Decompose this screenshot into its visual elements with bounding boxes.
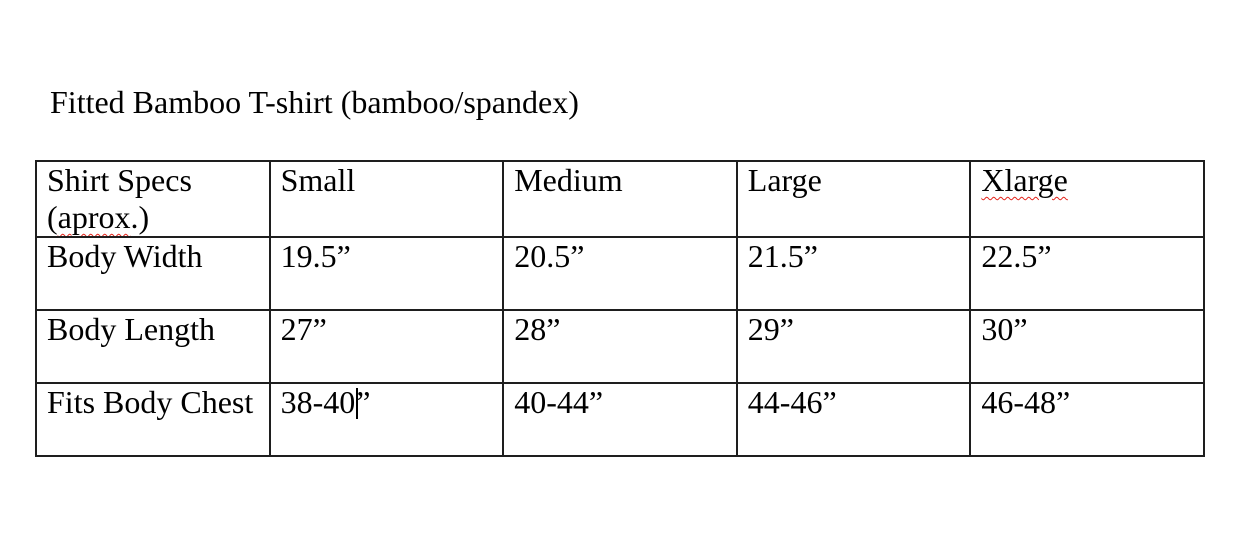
header-specs-line1: Shirt Specs — [47, 162, 192, 198]
cell-body-length-xlarge[interactable]: 30” — [969, 309, 1205, 385]
table-row-body-width: Body Width 19.5” 20.5” 21.5” 22.5” — [35, 236, 1205, 312]
cell-fits-body-chest-medium[interactable]: 40-44” — [502, 382, 738, 458]
header-cell-xlarge[interactable]: Xlarge — [969, 159, 1205, 239]
paren-open-text: ( — [47, 199, 58, 236]
cell-body-length-label[interactable]: Body Length — [35, 309, 271, 385]
row-label: Body Length — [47, 311, 215, 348]
table-header-row: Shirt Specs (aprox.) Small Medium Large … — [35, 159, 1205, 239]
misspelled-word-aprox: aprox — [57, 199, 131, 236]
size-label-large: Large — [747, 162, 822, 198]
header-cell-large[interactable]: Large — [735, 159, 972, 239]
cell-value: 40-44” — [514, 384, 604, 421]
cell-body-length-medium[interactable]: 28” — [502, 309, 738, 385]
cell-value-before-caret: 38-40 — [280, 384, 356, 421]
cell-value: 20.5” — [514, 238, 585, 275]
cell-value: 28” — [514, 311, 561, 348]
document-title[interactable]: Fitted Bamboo T-shirt (bamboo/spandex) — [50, 84, 579, 120]
cell-value: 19.5” — [280, 238, 351, 275]
table-row-fits-body-chest: Fits Body Chest 38-40” 40-44” 44-46” 46-… — [35, 382, 1205, 458]
cell-fits-body-chest-label[interactable]: Fits Body Chest — [35, 382, 271, 458]
header-cell-small[interactable]: Small — [268, 159, 505, 239]
paren-close-text: .) — [130, 199, 150, 236]
text-cursor — [356, 388, 359, 420]
cell-body-width-label[interactable]: Body Width — [35, 236, 271, 312]
misspelled-word-xlarge: Xlarge — [981, 162, 1068, 198]
header-cell-medium[interactable]: Medium — [502, 159, 738, 239]
cell-value: 30” — [981, 311, 1028, 348]
cell-body-width-small[interactable]: 19.5” — [268, 236, 505, 312]
cell-fits-body-chest-large[interactable]: 44-46” — [735, 382, 972, 458]
cell-body-width-medium[interactable]: 20.5” — [502, 236, 738, 312]
row-label: Fits Body Chest — [47, 384, 254, 421]
size-label-medium: Medium — [514, 162, 623, 198]
row-label: Body Width — [47, 238, 203, 275]
cell-value: 27” — [280, 311, 327, 348]
cell-value: 29” — [747, 311, 794, 348]
cell-value: 46-48” — [981, 384, 1071, 421]
header-cell-shirt-specs[interactable]: Shirt Specs (aprox.) — [35, 159, 271, 239]
cell-value-after-caret: ” — [356, 384, 371, 421]
cell-body-length-large[interactable]: 29” — [735, 309, 972, 385]
cell-body-width-large[interactable]: 21.5” — [735, 236, 972, 312]
cell-body-length-small[interactable]: 27” — [268, 309, 505, 385]
size-label-small: Small — [280, 162, 356, 198]
cell-fits-body-chest-small[interactable]: 38-40” — [268, 382, 505, 458]
cell-value: 21.5” — [747, 238, 818, 275]
shirt-specs-table: Shirt Specs (aprox.) Small Medium Large … — [35, 159, 1205, 458]
cell-fits-body-chest-xlarge[interactable]: 46-48” — [969, 382, 1205, 458]
cell-body-width-xlarge[interactable]: 22.5” — [969, 236, 1205, 312]
cell-value: 22.5” — [981, 238, 1052, 275]
cell-value: 44-46” — [747, 384, 837, 421]
table-row-body-length: Body Length 27” 28” 29” 30” — [35, 309, 1205, 385]
